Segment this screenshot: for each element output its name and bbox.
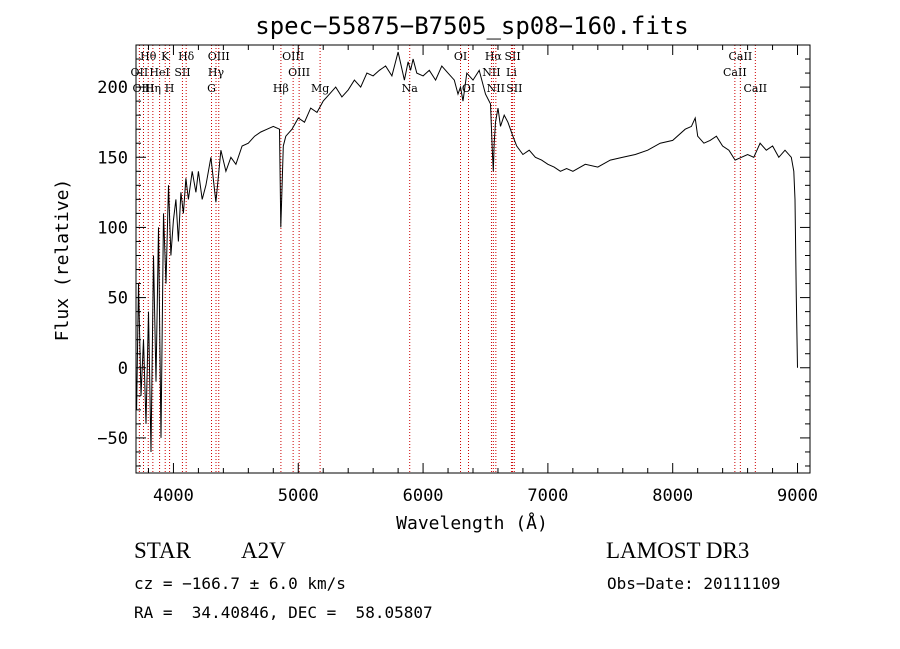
emission-line-label: CaII	[723, 66, 747, 79]
redshift-cz: cz = −166.7 ± 6.0 km/s	[134, 574, 346, 593]
x-tick-label: 8000	[652, 486, 693, 506]
emission-line-label: OII	[131, 66, 149, 79]
emission-line-label: OIII	[132, 82, 154, 95]
emission-line-label: SII	[174, 66, 190, 79]
survey-name: LAMOST DR3	[606, 538, 750, 563]
x-tick-label: 9000	[777, 486, 818, 506]
emission-line-label: Hθ	[140, 50, 157, 63]
emission-line-label: NII	[482, 66, 500, 79]
obs-date: Obs−Date: 20111109	[607, 574, 781, 593]
x-tick-label: 5000	[278, 486, 319, 506]
object-class: STAR	[134, 538, 191, 563]
emission-line-label: HeI	[149, 66, 169, 79]
emission-line-label: CaII	[729, 50, 753, 63]
y-tick-label: 150	[97, 148, 128, 168]
spectrum-line	[136, 51, 798, 453]
emission-line-label: OI	[454, 50, 467, 63]
emission-line-label: Hγ	[208, 66, 225, 79]
emission-line-label: Hδ	[178, 50, 195, 63]
emission-line-label: Li	[506, 66, 517, 79]
emission-line-label: K	[161, 50, 170, 63]
x-tick-label: 4000	[153, 486, 194, 506]
emission-line-label: Mg	[311, 82, 329, 95]
emission-line-label: SII	[506, 82, 522, 95]
emission-line-label: OIII	[288, 66, 310, 79]
emission-line-label: NII	[487, 82, 505, 95]
y-tick-label: −50	[97, 429, 128, 449]
emission-line-label: OIII	[208, 50, 230, 63]
x-tick-label: 6000	[403, 486, 444, 506]
emission-line-label: Na	[402, 82, 419, 95]
chart-title: spec−55875−B7505_sp08−160.fits	[255, 12, 688, 40]
coordinates: RA = 34.40846, DEC = 58.05807	[134, 603, 433, 622]
axes: 4000 5000 6000 7000 8000 9000 −50 0 50 100 150 200	[97, 44, 818, 506]
y-axis-label: Flux (relative)	[52, 179, 73, 342]
emission-line-label: Hη	[145, 82, 161, 95]
emission-line-label: G	[207, 82, 216, 95]
x-tick-label: 7000	[527, 486, 568, 506]
emission-line-label: Hβ	[273, 82, 289, 95]
emission-line-label: H	[165, 82, 175, 95]
object-subclass: A2V	[241, 538, 286, 563]
plot-frame	[135, 44, 811, 474]
emission-line-label: CaII	[743, 82, 767, 95]
emission-line-label: SII	[504, 50, 520, 63]
emission-line-label: Hα	[485, 50, 503, 63]
y-tick-label: 100	[97, 218, 128, 238]
y-tick-label: 200	[97, 78, 128, 98]
y-tick-label: 0	[118, 359, 128, 379]
emission-line-label: OIII	[282, 50, 304, 63]
y-tick-label: 50	[108, 289, 128, 309]
x-axis-label: Wavelength (Å)	[396, 512, 548, 534]
